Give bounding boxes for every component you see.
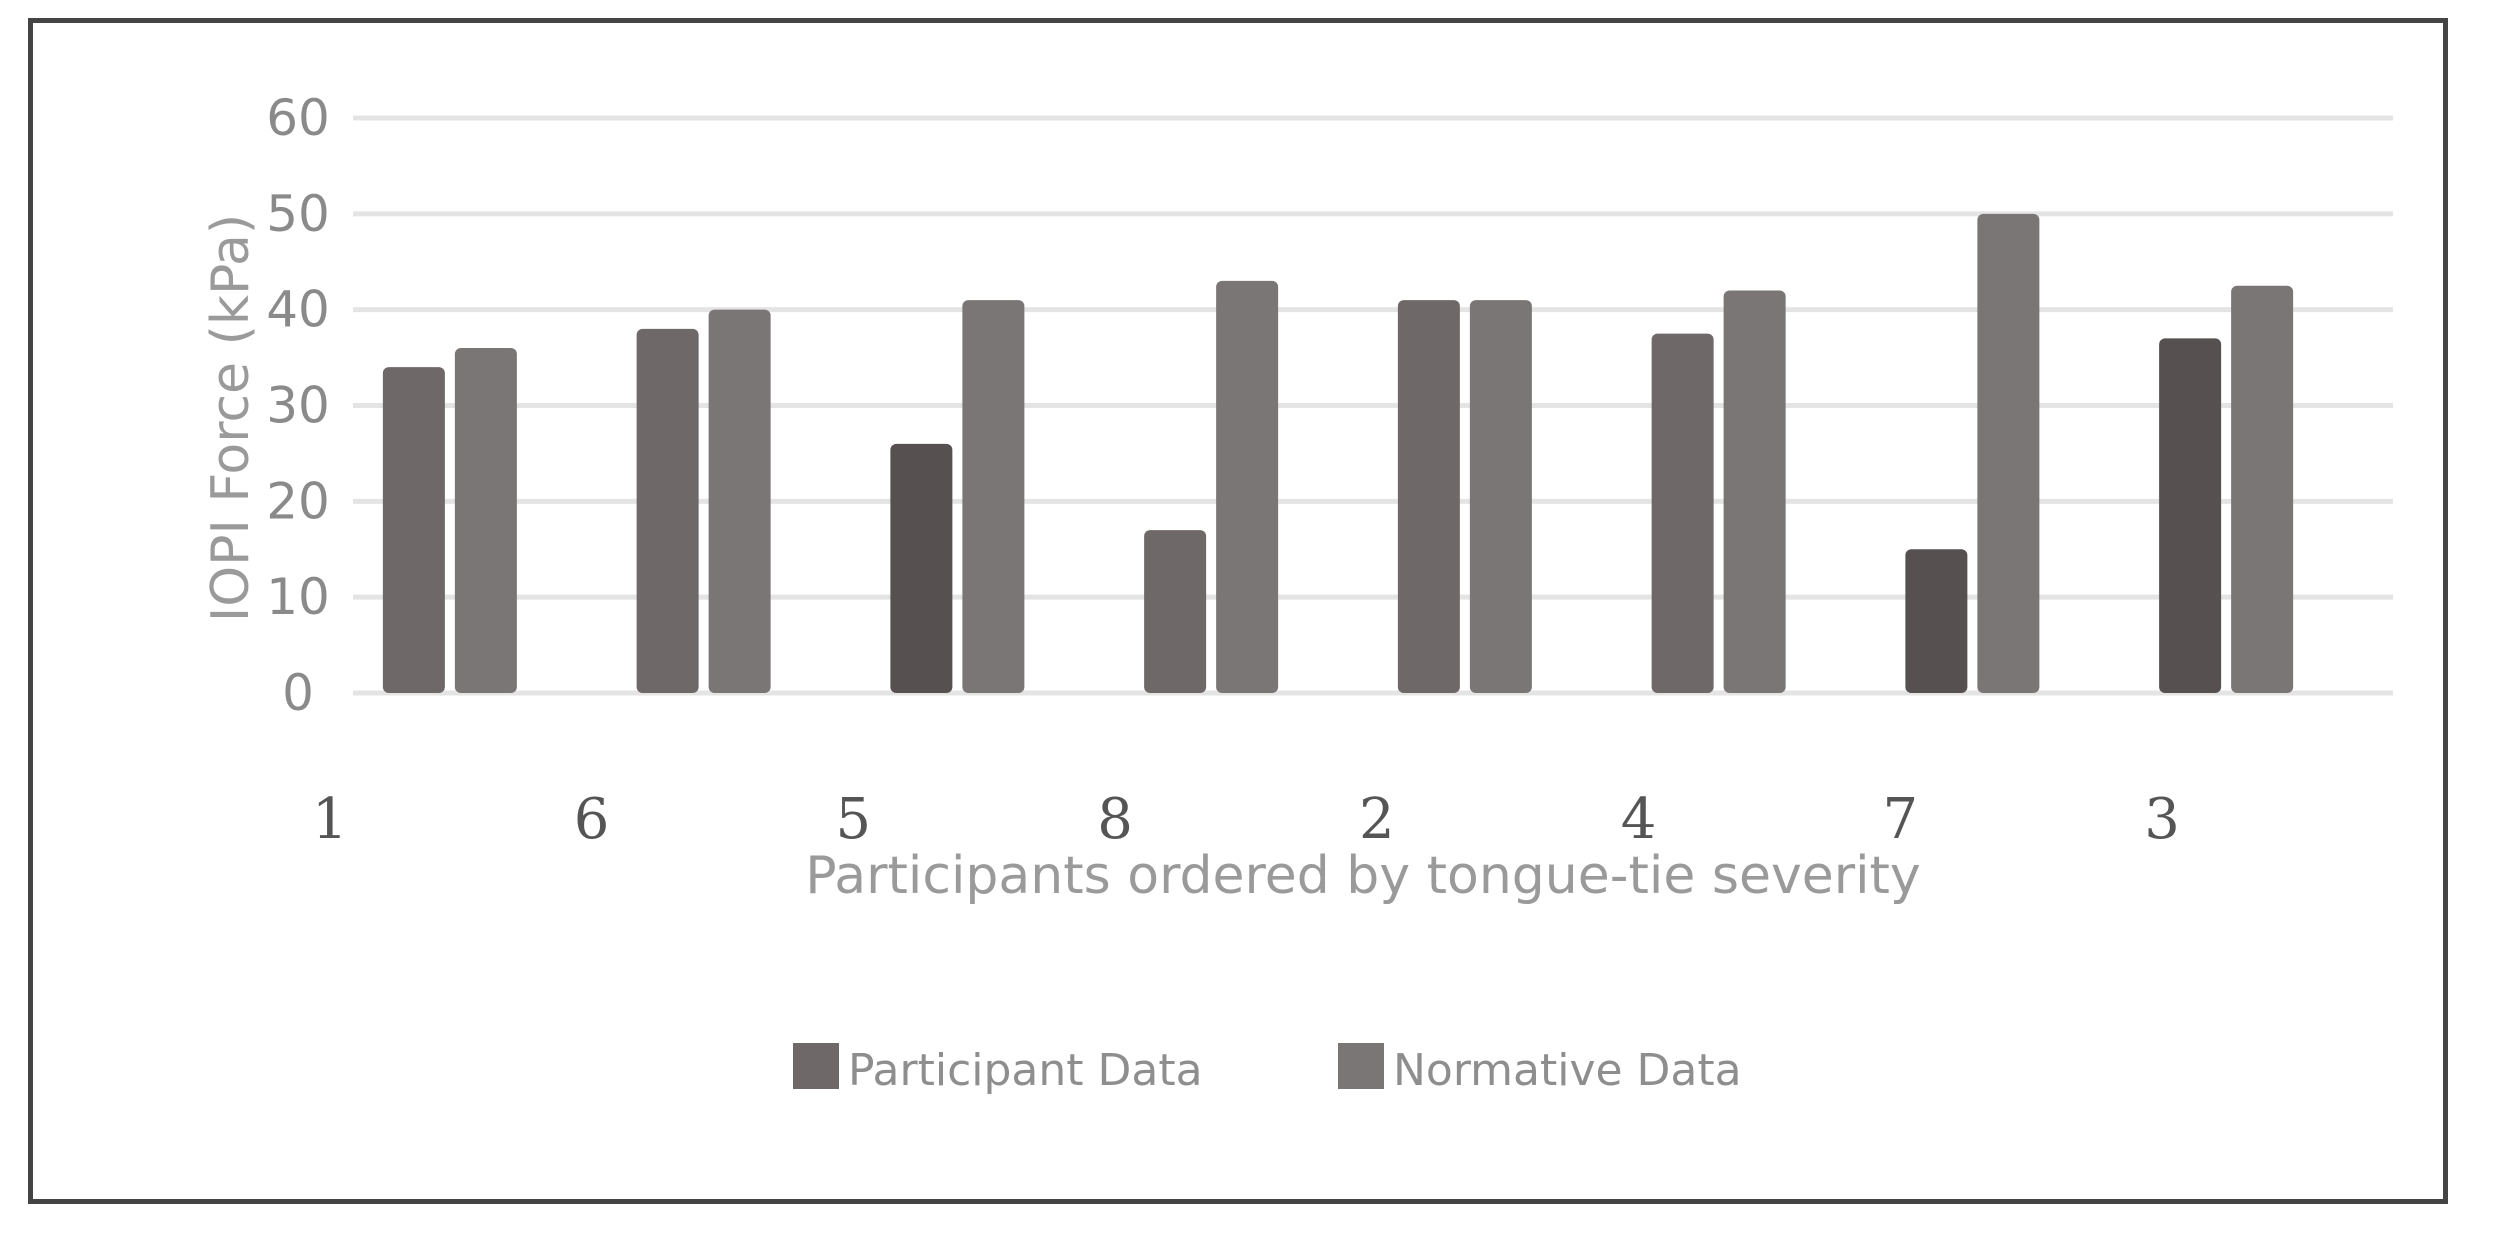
y-tick-label: 10 (266, 568, 330, 626)
bar-participant (1651, 333, 1714, 693)
legend-swatch-normative (1338, 1043, 1384, 1089)
bar-normative (1216, 280, 1279, 693)
bar-participant (636, 328, 699, 693)
y-tick-label: 40 (266, 281, 330, 339)
bar-participant (1397, 300, 1460, 693)
bar-participant (890, 443, 953, 693)
x-axis-categories: 1 6 5 8 2 4 7 3 (312, 787, 2180, 852)
y-tick-label: 60 (266, 89, 330, 147)
y-tick-label: 30 (266, 377, 330, 435)
bar-normative (2231, 285, 2294, 693)
bar-participant (382, 367, 445, 693)
legend-swatch-participant (793, 1043, 839, 1089)
bar-normative (962, 300, 1025, 693)
y-axis-title: IOPI Force (kPa) (201, 214, 261, 622)
x-axis-title: Participants ordered by tongue-tie sever… (805, 846, 1920, 906)
legend: Participant Data Normative Data (793, 1043, 1742, 1096)
bar-participant (1905, 549, 1968, 693)
bar-participant (1144, 530, 1207, 693)
y-tick-label: 0 (282, 664, 314, 722)
bar-participant (2159, 338, 2222, 693)
x-category-label: 7 (1883, 787, 1919, 852)
bar-normative (1977, 213, 2040, 694)
x-category-label: 3 (2144, 787, 2180, 852)
bars (382, 213, 2294, 694)
bar-normative (1723, 290, 1786, 693)
x-category-label: 2 (1359, 787, 1395, 852)
legend-label-participant: Participant Data (848, 1045, 1203, 1096)
x-category-label: 8 (1097, 787, 1133, 852)
y-tick-label: 20 (266, 472, 330, 530)
y-axis-ticks: 0 10 20 30 40 50 60 (266, 89, 330, 722)
bar-normative (454, 348, 517, 693)
legend-label-normative: Normative Data (1393, 1045, 1742, 1096)
x-category-label: 1 (312, 787, 348, 852)
x-category-label: 6 (574, 787, 610, 852)
x-category-label: 4 (1621, 787, 1657, 852)
bar-normative (708, 309, 771, 693)
y-tick-label: 50 (266, 185, 330, 243)
bar-normative (1469, 300, 1532, 693)
x-category-label: 5 (836, 787, 872, 852)
